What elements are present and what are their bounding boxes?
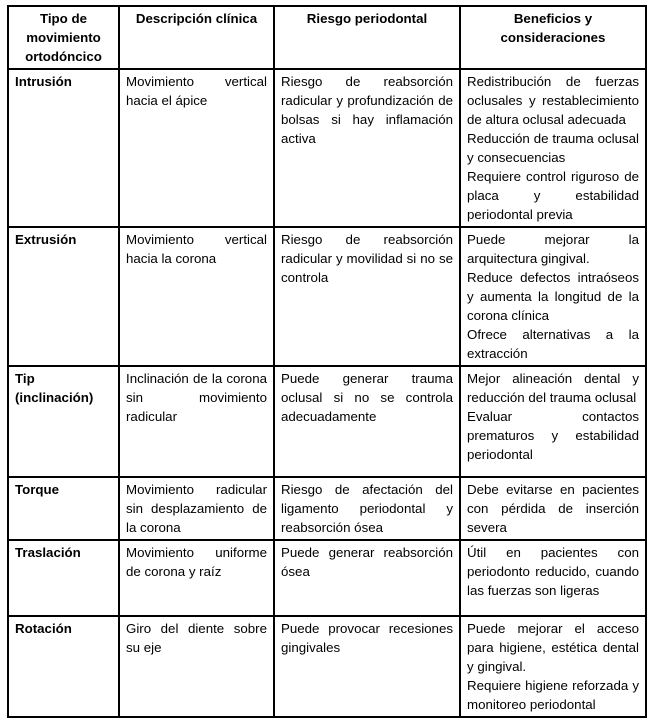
beneficio-paragraph: Redistribución de fuerzas oclusales y re… bbox=[467, 74, 639, 127]
table-row-traslacion: Traslación Movimiento uniforme de corona… bbox=[7, 539, 647, 617]
cell-descripcion: Movimiento vertical hacia el ápice bbox=[118, 68, 275, 228]
cell-beneficios: Útil en pacientes con periodonto reducid… bbox=[459, 539, 647, 617]
beneficio-paragraph: Puede mejorar la arquitectura gingival. bbox=[467, 232, 639, 266]
cell-riesgo: Puede generar reabsorción ósea bbox=[273, 539, 461, 617]
cell-tipo: Traslación bbox=[7, 539, 120, 617]
beneficio-paragraph: Reducción de trauma oclusal y consecuenc… bbox=[467, 131, 639, 165]
orthodontic-movements-table: Tipo de movimiento ortodóncico Descripci… bbox=[7, 5, 647, 718]
cell-descripcion: Giro del diente sobre su eje bbox=[118, 615, 275, 718]
table-row-extrusion: Extrusión Movimiento vertical hacia la c… bbox=[7, 226, 647, 367]
beneficio-paragraph: Puede mejorar el acceso para higiene, es… bbox=[467, 621, 639, 674]
cell-riesgo: Puede provocar recesiones gingivales bbox=[273, 615, 461, 718]
cell-beneficios: Redistribución de fuerzas oclusales y re… bbox=[459, 68, 647, 228]
cell-descripcion: Inclinación de la corona sin movimiento … bbox=[118, 365, 275, 478]
beneficio-paragraph: Debe evitarse en pacientes con pérdida d… bbox=[467, 482, 639, 535]
cell-beneficios: Puede mejorar el acceso para higiene, es… bbox=[459, 615, 647, 718]
cell-descripcion: Movimiento vertical hacia la corona bbox=[118, 226, 275, 367]
document-page: Tipo de movimiento ortodóncico Descripci… bbox=[7, 5, 647, 718]
beneficio-paragraph: Evaluar contactos prematuros y estabilid… bbox=[467, 409, 639, 462]
table-row-torque: Torque Movimiento radicular sin desplaza… bbox=[7, 476, 647, 541]
table-header-row: Tipo de movimiento ortodóncico Descripci… bbox=[7, 5, 647, 70]
column-header-descripcion-clinica: Descripción clínica bbox=[118, 5, 275, 70]
beneficio-paragraph: Útil en pacientes con periodonto reducid… bbox=[467, 545, 639, 598]
column-header-beneficios-consideraciones: Beneficios y consideraciones bbox=[459, 5, 647, 70]
cell-tipo: Intrusión bbox=[7, 68, 120, 228]
cell-beneficios: Mejor alineación dental y reducción del … bbox=[459, 365, 647, 478]
cell-descripcion: Movimiento uniforme de corona y raíz bbox=[118, 539, 275, 617]
cell-riesgo: Puede generar trauma oclusal si no se co… bbox=[273, 365, 461, 478]
table-row-rotacion: Rotación Giro del diente sobre su eje Pu… bbox=[7, 615, 647, 718]
beneficio-paragraph: Reduce defectos intraóseos y aumenta la … bbox=[467, 270, 639, 323]
beneficio-paragraph: Requiere control riguroso de placa y est… bbox=[467, 169, 639, 222]
cell-riesgo: Riesgo de afectación del ligamento perio… bbox=[273, 476, 461, 541]
cell-riesgo: Riesgo de reabsorción radicular y movili… bbox=[273, 226, 461, 367]
cell-tipo: Extrusión bbox=[7, 226, 120, 367]
table-row-tip-inclinacion: Tip (inclinación) Inclinación de la coro… bbox=[7, 365, 647, 478]
column-header-riesgo-periodontal: Riesgo periodontal bbox=[273, 5, 461, 70]
table-row-intrusion: Intrusión Movimiento vertical hacia el á… bbox=[7, 68, 647, 228]
cell-riesgo: Riesgo de reabsorción radicular y profun… bbox=[273, 68, 461, 228]
beneficio-paragraph: Mejor alineación dental y reducción del … bbox=[467, 371, 639, 405]
beneficio-paragraph: Requiere higiene reforzada y monitoreo p… bbox=[467, 678, 639, 712]
cell-tipo: Torque bbox=[7, 476, 120, 541]
beneficio-paragraph: Ofrece alternativas a la extracción bbox=[467, 327, 639, 361]
cell-descripcion: Movimiento radicular sin desplazamiento … bbox=[118, 476, 275, 541]
cell-beneficios: Debe evitarse en pacientes con pérdida d… bbox=[459, 476, 647, 541]
cell-beneficios: Puede mejorar la arquitectura gingival. … bbox=[459, 226, 647, 367]
cell-tipo: Rotación bbox=[7, 615, 120, 718]
column-header-tipo-movimiento: Tipo de movimiento ortodóncico bbox=[7, 5, 120, 70]
cell-tipo: Tip (inclinación) bbox=[7, 365, 120, 478]
